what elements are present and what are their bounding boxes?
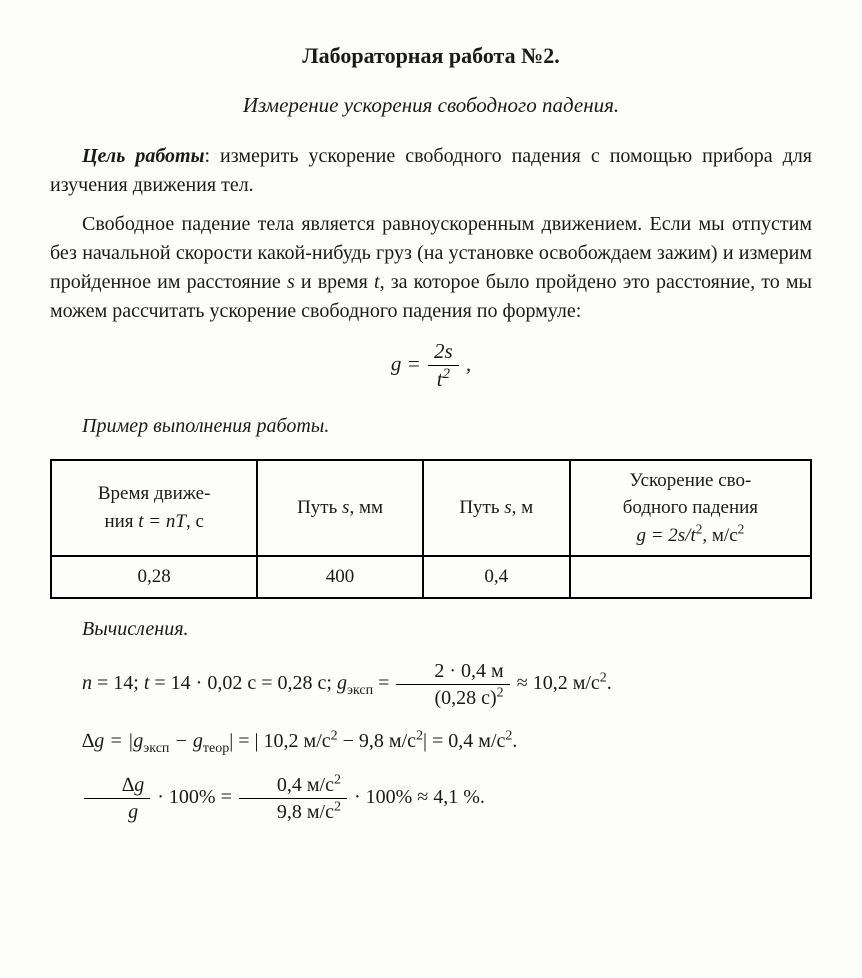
formula-num: 2s bbox=[428, 340, 459, 366]
th-time: Время движе- ния t = nT, с bbox=[51, 460, 257, 557]
theory-t2: и время bbox=[295, 271, 374, 293]
main-formula: g = 2s t2 , bbox=[50, 340, 812, 391]
th-path-m: Путь s, м bbox=[423, 460, 570, 557]
calc-line-2: ∆g = |gэксп − gтеор| = | 10,2 м/с2 − 9,8… bbox=[50, 727, 812, 756]
td-time: 0,28 bbox=[51, 556, 257, 598]
formula-trail: , bbox=[466, 352, 471, 376]
formula-fraction: 2s t2 bbox=[428, 340, 459, 391]
td-g bbox=[570, 556, 811, 598]
td-path-mm: 400 bbox=[257, 556, 422, 598]
calc-line-1: n = 14; t = 14 · 0,02 с = 0,28 с; gэксп … bbox=[50, 660, 812, 709]
calc-label: Вычисления. bbox=[50, 615, 812, 644]
td-path-m: 0,4 bbox=[423, 556, 570, 598]
example-label: Пример выполнения работы. bbox=[50, 412, 812, 441]
goal-paragraph: Цель работы: измерить ускорение свободно… bbox=[50, 142, 812, 200]
doc-title: Лабораторная работа №2. bbox=[50, 40, 812, 72]
goal-label: Цель работы bbox=[82, 145, 205, 167]
th-g: Ускорение сво- бодного падения g = 2s/t2… bbox=[570, 460, 811, 557]
data-table: Время движе- ния t = nT, с Путь s, мм Пу… bbox=[50, 459, 812, 599]
th-path-mm: Путь s, мм bbox=[257, 460, 422, 557]
formula-eq: = bbox=[407, 352, 426, 376]
table-row: 0,28 400 0,4 bbox=[51, 556, 811, 598]
doc-subtitle: Измерение ускорения свободного падения. bbox=[50, 90, 812, 120]
formula-den: t2 bbox=[428, 366, 459, 391]
theory-paragraph: Свободное падение тела является равноуск… bbox=[50, 210, 812, 326]
table-header-row: Время движе- ния t = nT, с Путь s, мм Пу… bbox=[51, 460, 811, 557]
calc-line-3: ∆gg · 100% = 0,4 м/с29,8 м/с2 · 100% ≈ 4… bbox=[50, 774, 812, 823]
formula-lhs: g bbox=[391, 352, 402, 376]
theory-s: s bbox=[287, 271, 295, 293]
